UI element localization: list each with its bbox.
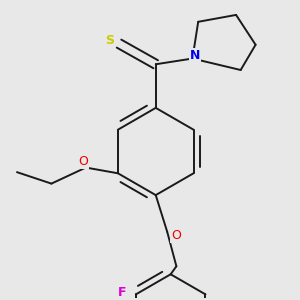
Text: F: F	[118, 286, 126, 298]
Text: O: O	[172, 229, 181, 242]
Text: N: N	[190, 49, 200, 62]
Text: S: S	[105, 34, 114, 47]
Text: O: O	[79, 155, 88, 168]
